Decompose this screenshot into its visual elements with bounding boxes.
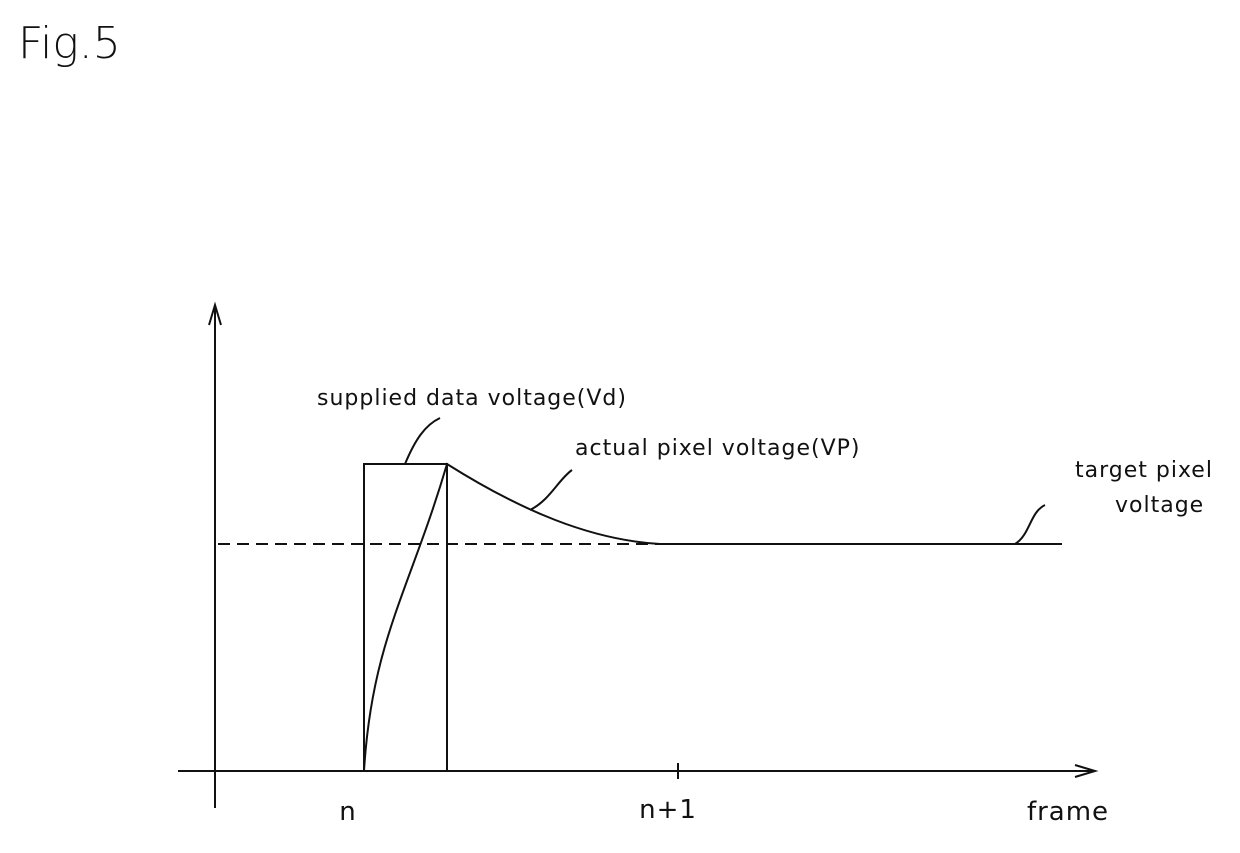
supplied-label: supplied data voltage(Vd) [317, 386, 627, 411]
target-label: target pixel [1075, 458, 1213, 483]
page: Fig.5 supplied data voltage(Vd) actual p… [0, 0, 1240, 849]
figure: Fig.5 supplied data voltage(Vd) actual p… [0, 0, 1240, 849]
x-axis-label: frame [1027, 797, 1109, 827]
target-label: voltage [1115, 493, 1204, 518]
actual-label: actual pixel voltage(VP) [575, 436, 860, 461]
leader [1015, 505, 1045, 544]
leader [530, 470, 572, 510]
figure-label: Fig.5 [18, 18, 121, 69]
tick-label: n [339, 797, 356, 827]
pixel-voltage-curve [364, 464, 660, 771]
leader [405, 418, 440, 464]
data-voltage-pulse [364, 464, 447, 771]
tick-label: n+1 [639, 795, 697, 825]
